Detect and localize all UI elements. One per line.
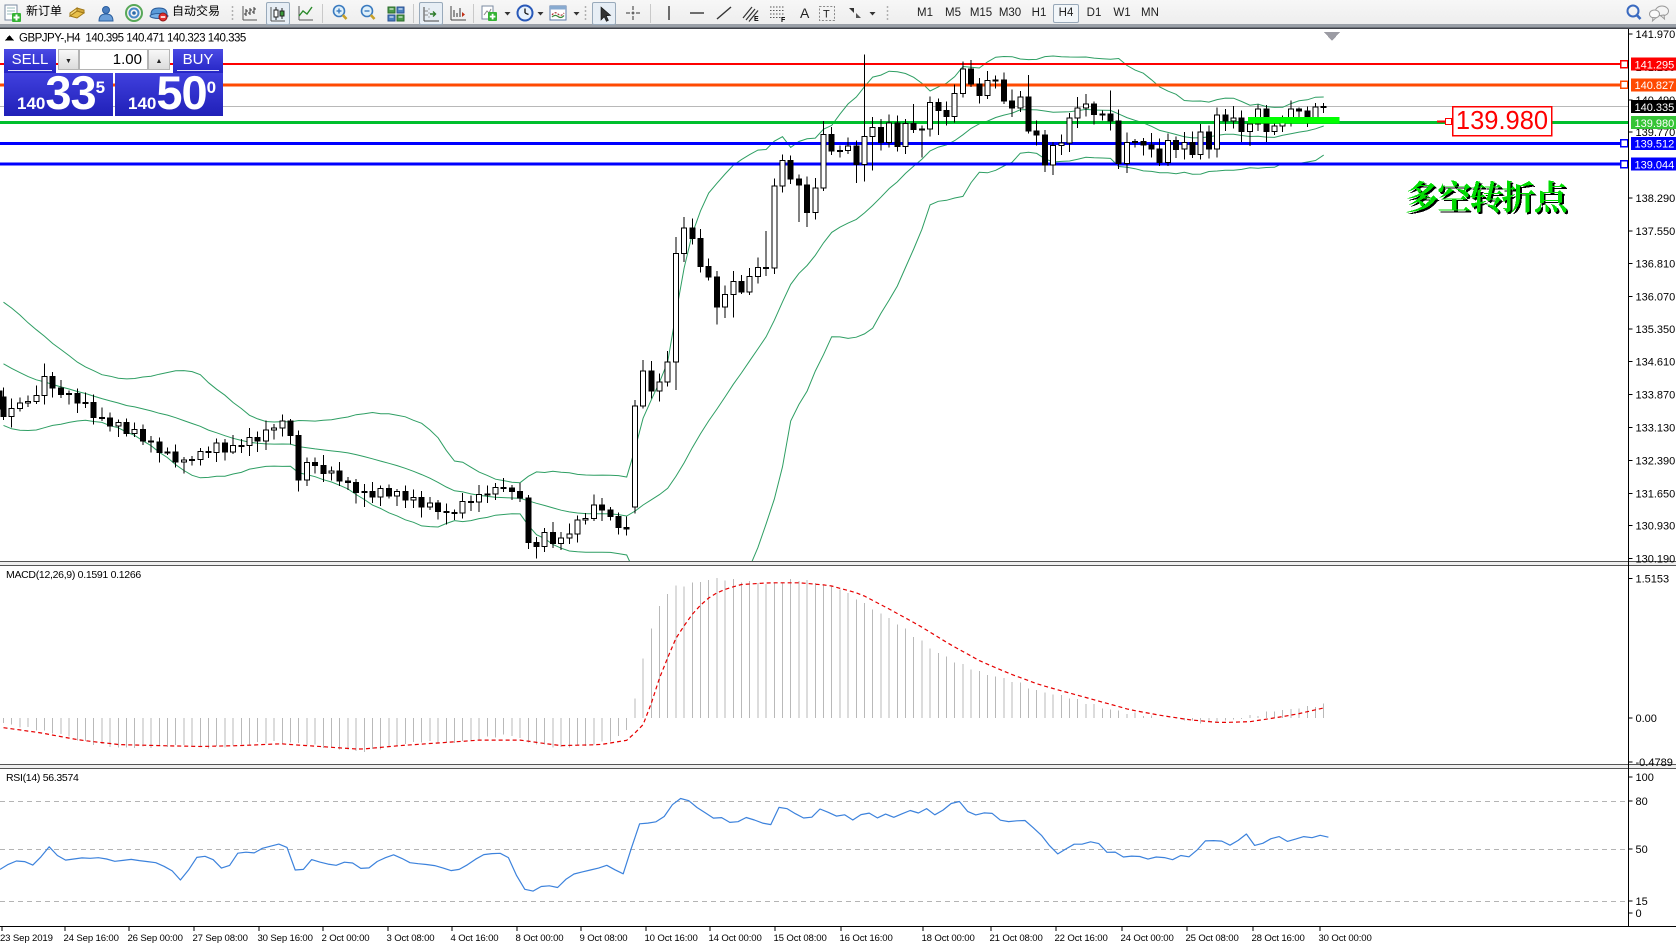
svg-text:50: 50 [1636,844,1648,856]
svg-text:141.295: 141.295 [1635,59,1675,71]
svg-text:0.00: 0.00 [1636,713,1657,725]
svg-text:28 Oct 16:00: 28 Oct 16:00 [1252,933,1305,944]
svg-text:GBPJPY-,H4 140.395 140.471 14: GBPJPY-,H4 140.395 140.471 140.323 140.3… [19,33,246,45]
svg-text:100: 100 [1636,772,1654,784]
svg-text:139.044: 139.044 [1635,160,1675,172]
svg-text:139.980: 139.980 [1635,118,1675,130]
svg-text:8 Oct 00:00: 8 Oct 00:00 [516,933,564,944]
svg-text:A: A [800,5,810,21]
svg-text:26 Sep 00:00: 26 Sep 00:00 [128,933,183,944]
svg-text:-0.4789: -0.4789 [1636,757,1673,769]
svg-text:3 Oct 08:00: 3 Oct 08:00 [387,933,435,944]
svg-text:15 Oct 08:00: 15 Oct 08:00 [774,933,827,944]
svg-text:10 Oct 16:00: 10 Oct 16:00 [645,933,698,944]
svg-text:30 Sep 16:00: 30 Sep 16:00 [258,933,313,944]
svg-text:133.130: 133.130 [1636,423,1676,435]
svg-text:139.770: 139.770 [1636,127,1676,139]
svg-text:25 Oct 08:00: 25 Oct 08:00 [1186,933,1239,944]
svg-text:MACD(12,26,9) 0.1591 0.1266: MACD(12,26,9) 0.1591 0.1266 [6,569,141,581]
svg-text:133.870: 133.870 [1636,390,1676,402]
svg-text:30 Oct 00:00: 30 Oct 00:00 [1319,933,1372,944]
svg-text:130.190: 130.190 [1636,554,1676,566]
svg-text:130.930: 130.930 [1636,521,1676,533]
svg-text:16 Oct 16:00: 16 Oct 16:00 [840,933,893,944]
svg-text:131.650: 131.650 [1636,489,1676,501]
svg-text:0: 0 [1636,908,1642,920]
svg-text:27 Sep 08:00: 27 Sep 08:00 [193,933,248,944]
svg-text:18 Oct 00:00: 18 Oct 00:00 [922,933,975,944]
svg-text:80: 80 [1636,796,1648,808]
svg-text:136.810: 136.810 [1636,259,1676,271]
svg-text:139.980: 139.980 [1456,107,1548,135]
svg-text:4 Oct 16:00: 4 Oct 16:00 [451,933,499,944]
svg-text:T: T [823,9,830,21]
svg-text:139.512: 139.512 [1635,139,1675,151]
svg-text:RSI(14) 56.3574: RSI(14) 56.3574 [6,772,79,784]
svg-text:22 Oct 16:00: 22 Oct 16:00 [1055,933,1108,944]
svg-text:141.970: 141.970 [1636,29,1676,41]
svg-text:F: F [781,17,786,24]
svg-text:23 Sep 2019: 23 Sep 2019 [0,933,53,944]
svg-text:136.070: 136.070 [1636,292,1676,304]
svg-text:15: 15 [1636,896,1648,908]
svg-text:24 Sep 16:00: 24 Sep 16:00 [64,933,119,944]
svg-text:1.5153: 1.5153 [1636,574,1670,586]
svg-text:138.290: 138.290 [1636,193,1676,205]
svg-text:24 Oct 00:00: 24 Oct 00:00 [1121,933,1174,944]
svg-text:14 Oct 00:00: 14 Oct 00:00 [709,933,762,944]
svg-text:140.335: 140.335 [1635,102,1675,114]
svg-text:2 Oct 00:00: 2 Oct 00:00 [322,933,370,944]
svg-text:135.350: 135.350 [1636,324,1676,336]
svg-text:140.827: 140.827 [1635,80,1675,92]
svg-text:137.550: 137.550 [1636,226,1676,238]
svg-text:132.390: 132.390 [1636,456,1676,468]
svg-text:9 Oct 08:00: 9 Oct 08:00 [580,933,628,944]
svg-text:E: E [754,16,759,23]
svg-text:21 Oct 08:00: 21 Oct 08:00 [990,933,1043,944]
svg-text:134.610: 134.610 [1636,357,1676,369]
